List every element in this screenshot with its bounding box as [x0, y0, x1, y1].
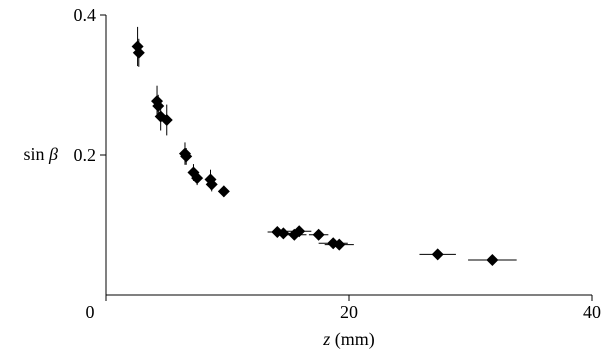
x-axis-label-unit: (mm): [330, 329, 375, 350]
x-axis-label: z (mm): [322, 329, 375, 350]
data-point-marker: [180, 150, 193, 163]
y-axis-label-variable: β: [48, 144, 58, 164]
data-point-marker: [132, 46, 145, 59]
data-point-marker: [152, 100, 165, 112]
x-tick-label: 40: [583, 302, 601, 322]
data-point-marker: [277, 227, 290, 240]
x-tick-label: 0: [86, 302, 95, 322]
y-axis-label-prefix: sin: [24, 144, 50, 164]
data-point-marker: [293, 225, 306, 238]
data-points: [131, 26, 517, 266]
axes: [105, 15, 592, 296]
data-point-marker: [205, 178, 218, 191]
data-point-marker: [191, 172, 204, 185]
y-tick-label: 0.2: [74, 145, 97, 165]
data-point-marker: [217, 185, 230, 198]
data-point-marker: [486, 254, 499, 266]
data-point-marker: [333, 238, 346, 251]
x-axis-label-variable: z: [322, 329, 330, 349]
data-point-marker: [160, 114, 173, 126]
y-axis-label: sin β: [24, 144, 59, 164]
data-point-marker: [431, 248, 444, 261]
y-tick-label: 0.4: [74, 5, 97, 25]
ticks: 0 20 40 0.2 0.4: [74, 5, 602, 322]
x-tick-label: 20: [340, 302, 358, 322]
data-point-marker: [312, 228, 325, 241]
